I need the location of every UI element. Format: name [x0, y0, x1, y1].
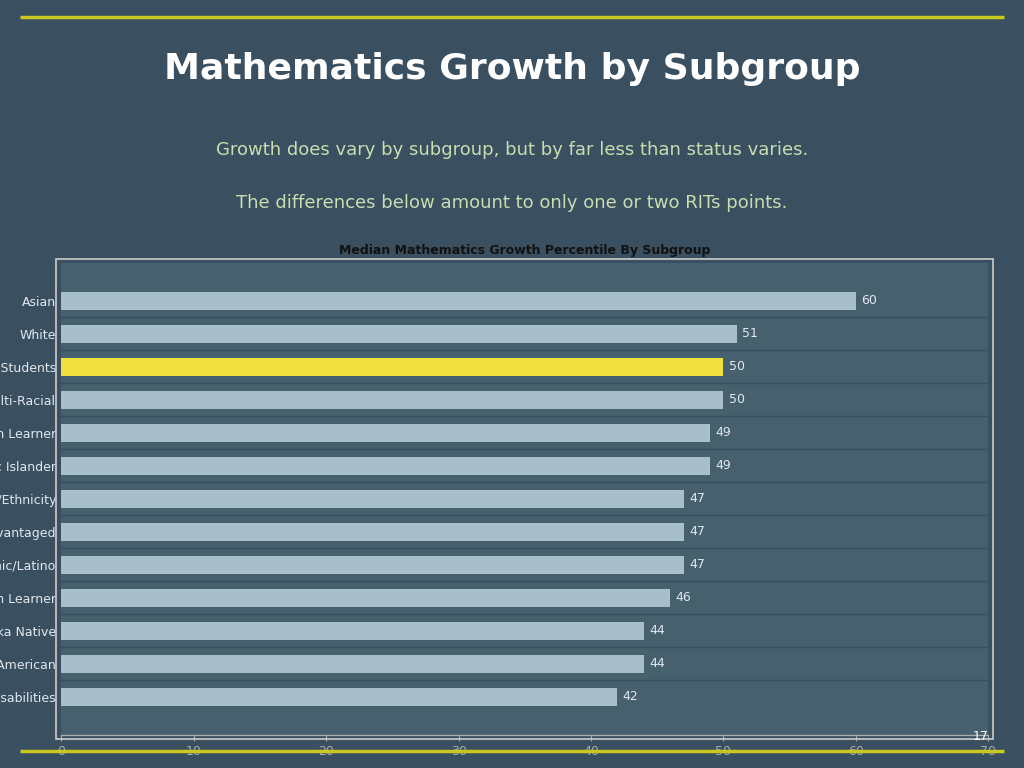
Text: 44: 44: [649, 624, 665, 637]
Bar: [61, 688, 617, 706]
Text: Mathematics Growth by Subgroup: Mathematics Growth by Subgroup: [164, 52, 860, 86]
Bar: [61, 292, 856, 310]
Text: 49: 49: [716, 459, 731, 472]
Bar: [61, 317, 988, 350]
Bar: [61, 416, 988, 449]
Text: 47: 47: [689, 558, 705, 571]
Bar: [61, 655, 644, 673]
Text: 17: 17: [972, 730, 988, 743]
Bar: [61, 490, 684, 508]
Text: Growth does vary by subgroup, but by far less than status varies.: Growth does vary by subgroup, but by far…: [216, 141, 808, 159]
Bar: [61, 325, 736, 343]
Bar: [61, 358, 723, 376]
Bar: [61, 383, 988, 416]
Bar: [61, 548, 988, 581]
Bar: [61, 457, 711, 475]
Bar: [61, 284, 988, 317]
Bar: [61, 622, 644, 640]
Text: 46: 46: [676, 591, 691, 604]
Bar: [61, 391, 723, 409]
Text: 50: 50: [729, 393, 744, 406]
Title: Median Mathematics Growth Percentile By Subgroup: Median Mathematics Growth Percentile By …: [339, 244, 711, 257]
Text: 51: 51: [742, 327, 758, 340]
Bar: [61, 350, 988, 383]
Text: 42: 42: [623, 690, 639, 703]
Bar: [61, 523, 684, 541]
Bar: [61, 424, 711, 442]
Text: The differences below amount to only one or two RITs points.: The differences below amount to only one…: [237, 194, 787, 212]
Bar: [61, 515, 988, 548]
Bar: [61, 647, 988, 680]
Bar: [61, 589, 671, 607]
Text: 44: 44: [649, 657, 665, 670]
Text: 47: 47: [689, 492, 705, 505]
Bar: [61, 449, 988, 482]
Bar: [61, 680, 988, 713]
Bar: [61, 556, 684, 574]
Bar: [61, 482, 988, 515]
Text: 49: 49: [716, 426, 731, 439]
Text: 47: 47: [689, 525, 705, 538]
Text: 50: 50: [729, 360, 744, 373]
Text: 60: 60: [861, 294, 877, 307]
Bar: [61, 614, 988, 647]
Bar: [61, 581, 988, 614]
